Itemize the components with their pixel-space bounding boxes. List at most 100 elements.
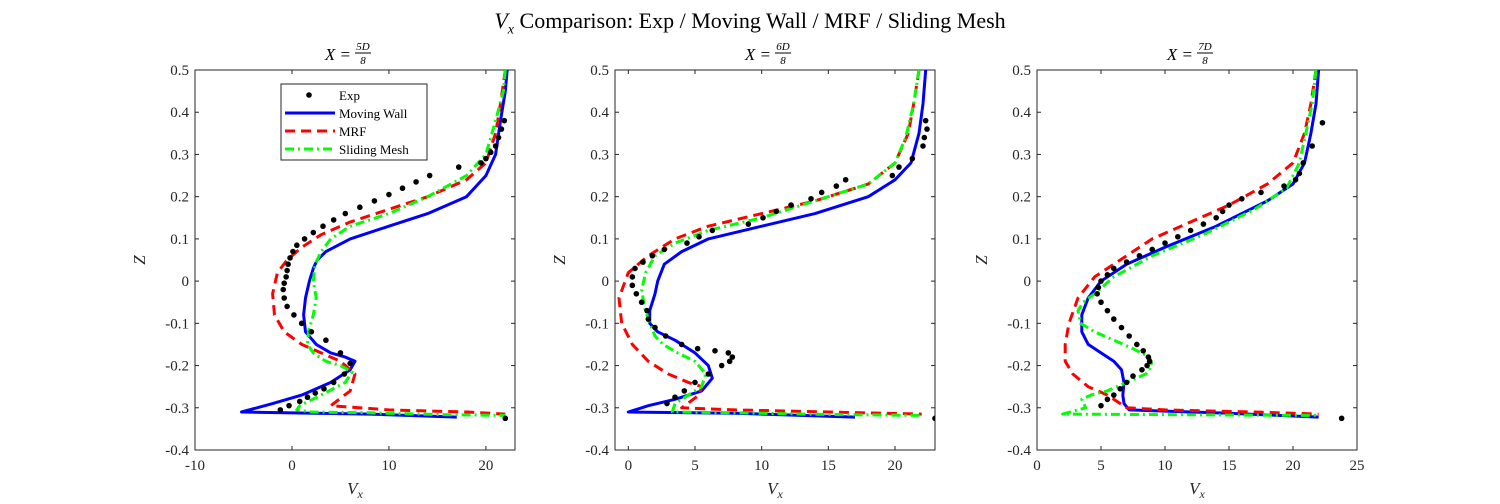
data-point-exp — [632, 265, 638, 272]
x-tick-label: 0 — [1033, 458, 1041, 474]
y-tick-label: -0.1 — [165, 316, 189, 332]
data-point-exp — [726, 358, 733, 365]
data-point-exp — [323, 337, 329, 344]
data-point-exp — [1187, 227, 1194, 234]
data-point-exp — [312, 390, 319, 396]
y-tick-label: 0.4 — [1012, 105, 1031, 121]
y-tick-label: 0.2 — [1012, 190, 1031, 206]
chart-panel-1: -10 0 10 20 -0.4 -0.3 -0.2 -0.1 0 0.1 0.2 0.3 0.4 0.5… — [130, 41, 516, 501]
x-tick-label: 0 — [625, 458, 633, 474]
y-axis-label: Z — [972, 255, 991, 265]
legend-label-exp: Exp — [339, 88, 360, 103]
data-point-exp — [924, 126, 930, 132]
y-tick-label: -0.3 — [165, 401, 189, 417]
data-point-exp — [1111, 265, 1117, 272]
data-point-exp — [644, 307, 650, 314]
y-tick-label: 0.1 — [1012, 232, 1031, 248]
y-tick-label: -0.4 — [165, 443, 189, 459]
y-tick-label: -0.2 — [1007, 359, 1031, 375]
panel-title-numerator: 7D — [1198, 41, 1212, 53]
x-tick-label: 20 — [478, 458, 493, 474]
data-point-exp — [1098, 299, 1104, 306]
data-point-exp — [1162, 240, 1168, 246]
data-point-exp — [1098, 278, 1104, 284]
data-point-exp — [638, 299, 645, 306]
data-point-exp — [773, 208, 780, 215]
y-tick-label: -0.4 — [585, 443, 609, 459]
series-line-mrf — [1063, 70, 1319, 416]
panel-title-numerator: 6D — [776, 41, 790, 53]
data-point-exp — [1117, 385, 1123, 392]
x-tick-label: 15 — [821, 458, 836, 474]
x-axis-label: Vx — [767, 479, 783, 500]
y-tick-label: 0.3 — [170, 147, 189, 163]
y-tick-label: 0.2 — [590, 190, 609, 206]
data-point-exp — [284, 303, 290, 310]
data-point-exp — [495, 134, 502, 141]
y-tick-label: 0.1 — [590, 232, 609, 248]
data-point-exp — [330, 379, 337, 386]
y-tick-label: -0.3 — [1007, 401, 1031, 417]
x-tick-label: 0 — [288, 458, 296, 474]
data-point-exp — [633, 290, 640, 297]
data-point-exp — [413, 179, 419, 185]
legend-label-sliding-mesh: Sliding Mesh — [339, 142, 409, 157]
data-point-exp — [1111, 392, 1117, 398]
data-point-exp — [455, 164, 462, 170]
data-point-exp — [705, 371, 712, 377]
data-point-exp — [501, 117, 508, 124]
data-point-exp — [277, 407, 284, 413]
data-point-exp — [1136, 252, 1143, 259]
panel-title-denominator: 8 — [780, 55, 786, 67]
x-tick-label: 10 — [754, 458, 769, 474]
x-tick-label: 10 — [381, 458, 396, 474]
data-point-exp — [281, 280, 288, 287]
y-tick-label: -0.1 — [585, 316, 609, 332]
data-point-exp — [889, 172, 896, 179]
data-point-exp — [1123, 259, 1130, 265]
figure-title-subscript: x — [507, 22, 515, 38]
data-point-exp — [842, 176, 849, 183]
data-point-exp — [281, 295, 288, 301]
data-point-exp — [1145, 354, 1152, 360]
x-tick-label: 5 — [691, 458, 699, 474]
data-point-exp — [649, 252, 656, 259]
panel-title-denominator: 8 — [360, 55, 366, 67]
data-point-exp — [320, 223, 326, 230]
data-point-exp — [760, 214, 766, 221]
data-point-exp — [692, 379, 698, 386]
y-axis-label: Z — [550, 255, 569, 265]
data-point-exp — [1104, 271, 1111, 278]
data-point-exp — [788, 202, 794, 208]
y-tick-label: 0 — [602, 274, 610, 290]
y-tick-label: 0.3 — [590, 147, 609, 163]
data-point-exp — [672, 394, 678, 401]
data-point-exp — [280, 286, 287, 293]
data-point-exp — [347, 360, 353, 367]
data-point-exp — [487, 149, 494, 156]
data-point-exp — [342, 210, 349, 217]
data-point-exp — [1338, 415, 1345, 422]
data-point-exp — [1292, 176, 1299, 183]
data-point-exp — [684, 240, 690, 246]
data-point-exp — [1098, 402, 1104, 409]
data-point-exp — [818, 189, 825, 196]
data-point-exp — [483, 155, 489, 162]
series-line-sliding-mesh — [1061, 70, 1319, 417]
series-line-moving-wall — [240, 70, 509, 419]
data-point-exp — [1111, 316, 1117, 322]
data-point-exp — [294, 242, 300, 249]
series-line-sliding-mesh — [295, 70, 507, 417]
y-tick-label: 0.1 — [170, 232, 189, 248]
x-tick-label: 20 — [1286, 458, 1301, 474]
data-point-exp — [287, 255, 293, 261]
y-tick-label: 0.5 — [1012, 63, 1031, 79]
chart-panel-3: 0 5 10 15 20 25 -0.4 -0.3 -0.2 -0.1 0 0.1 0.2 0.3 0.4 0… — [972, 41, 1365, 501]
panel-title-numerator: 5D — [356, 41, 370, 53]
data-point-exp — [498, 126, 505, 132]
data-point-exp — [1239, 195, 1245, 202]
data-point-exp — [652, 324, 658, 331]
legend: Exp Moving Wall MRF Sliding Mesh — [280, 83, 428, 161]
data-point-exp — [1139, 366, 1145, 373]
